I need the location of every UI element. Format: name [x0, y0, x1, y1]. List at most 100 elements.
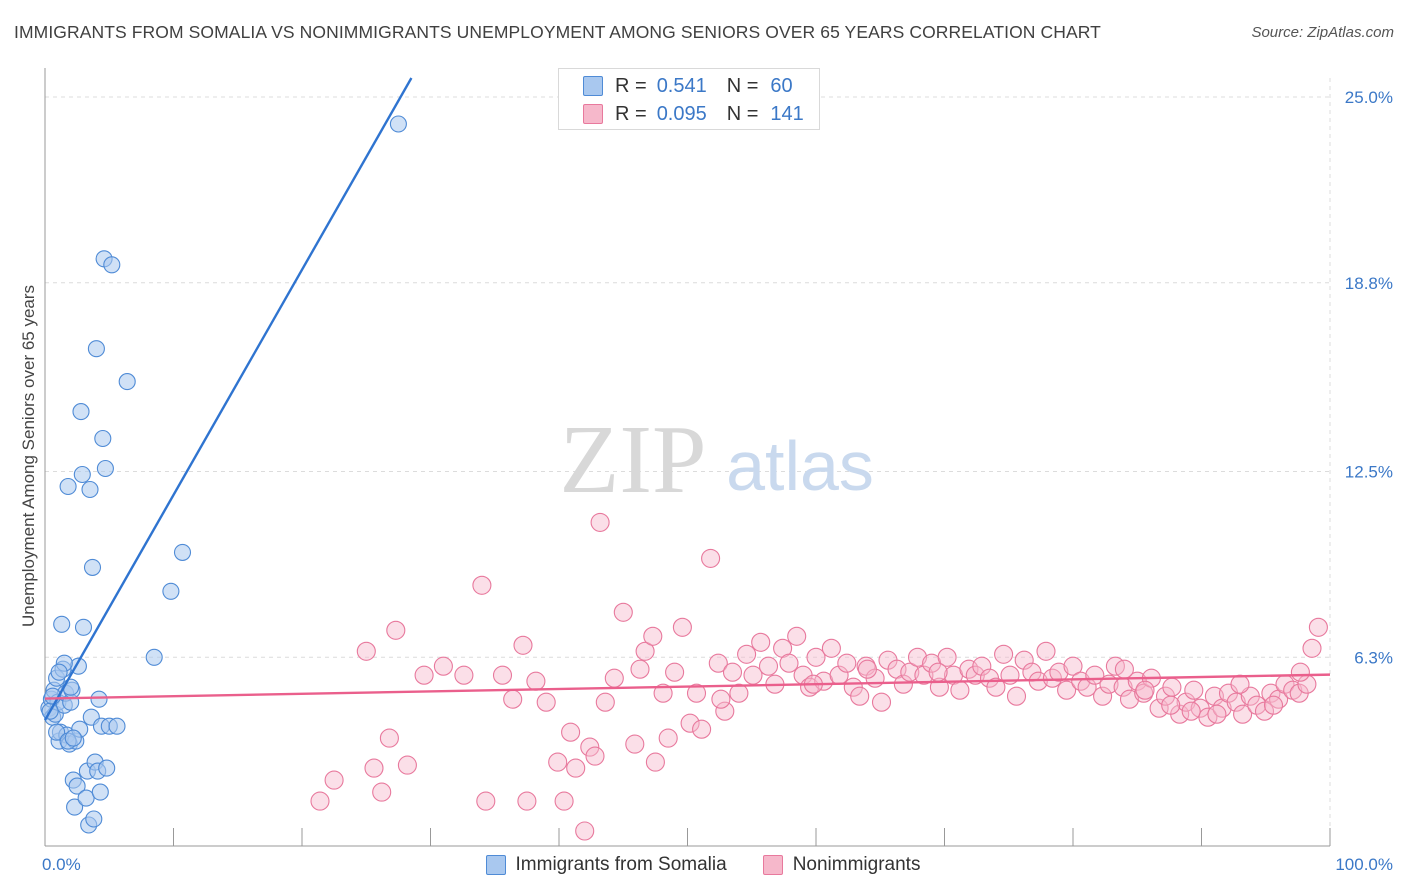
point-nonimmigrant — [937, 647, 957, 667]
r-value: 0.095 — [656, 102, 707, 125]
point-somalia — [53, 615, 71, 633]
pink-swatch-icon — [762, 855, 783, 875]
series-nonimmigrants — [310, 512, 1328, 841]
point-nonimmigrant — [513, 635, 533, 655]
point-nonimmigrant — [1263, 695, 1284, 715]
point-nonimmigrant — [1176, 692, 1196, 712]
point-nonimmigrant — [1063, 656, 1083, 676]
point-somalia — [72, 403, 90, 421]
point-nonimmigrant — [692, 719, 712, 739]
point-nonimmigrant — [871, 692, 892, 712]
point-nonimmigrant — [414, 665, 434, 685]
point-nonimmigrant — [665, 662, 685, 682]
point-nonimmigrant — [686, 683, 707, 703]
point-somalia — [108, 717, 126, 735]
point-nonimmigrant — [907, 647, 928, 667]
point-nonimmigrant — [476, 791, 496, 811]
point-nonimmigrant — [526, 671, 546, 691]
point-nonimmigrant — [386, 620, 406, 640]
point-nonimmigrant — [837, 653, 857, 673]
point-nonimmigrant — [658, 728, 678, 748]
point-somalia — [96, 459, 114, 478]
y-tick-label: 6.3% — [1354, 648, 1393, 667]
point-nonimmigrant — [737, 644, 757, 664]
legend-item-somalia: Immigrants from Somalia — [485, 854, 727, 876]
trend-line-nonimmigrants — [44, 673, 1331, 700]
point-nonimmigrant — [986, 677, 1006, 697]
point-nonimmigrant — [604, 668, 624, 688]
point-nonimmigrant — [590, 512, 610, 532]
point-nonimmigrant — [536, 692, 556, 712]
point-nonimmigrant — [372, 782, 392, 802]
point-nonimmigrant — [972, 656, 992, 676]
point-nonimmigrant — [1049, 662, 1069, 682]
point-nonimmigrant — [472, 575, 492, 595]
point-nonimmigrant — [548, 752, 568, 772]
point-somalia — [87, 340, 105, 358]
point-nonimmigrant — [708, 653, 728, 673]
point-nonimmigrant — [433, 656, 453, 676]
point-nonimmigrant — [1119, 689, 1140, 709]
point-somalia — [68, 777, 86, 795]
point-nonimmigrant — [454, 665, 474, 685]
x-tick-label: 100.0% — [1335, 855, 1393, 874]
y-axis-title: Unemployment Among Seniors over 65 years — [19, 285, 38, 627]
point-somalia — [81, 480, 99, 499]
point-nonimmigrant — [857, 659, 877, 679]
blue-swatch-icon — [583, 76, 603, 96]
point-nonimmigrant — [625, 734, 645, 754]
point-somalia — [64, 729, 82, 747]
point-somalia — [103, 256, 121, 274]
point-nonimmigrant — [950, 680, 970, 700]
series-legend: Immigrants from Somalia Nonimmigrants — [0, 852, 1406, 878]
watermark-atlas: atlas — [726, 427, 874, 505]
point-somalia — [162, 582, 180, 600]
r-value: 0.541 — [656, 74, 707, 97]
point-somalia — [173, 543, 192, 561]
r-label: R = — [615, 102, 647, 125]
point-nonimmigrant — [800, 677, 820, 697]
y-tick-label: 12.5% — [1345, 463, 1393, 482]
point-nonimmigrant — [711, 689, 731, 709]
point-somalia — [94, 429, 112, 448]
y-tick-labels: 6.3% 12.5% 18.8% 25.0% — [1345, 88, 1393, 667]
point-somalia — [98, 759, 116, 777]
point-nonimmigrant — [554, 791, 574, 811]
point-nonimmigrant — [1057, 680, 1077, 700]
point-nonimmigrant — [1261, 683, 1281, 703]
point-somalia — [85, 810, 103, 828]
point-nonimmigrant — [1135, 680, 1155, 700]
point-nonimmigrant — [1233, 704, 1253, 724]
r-label: R = — [615, 74, 647, 97]
point-nonimmigrant — [1006, 686, 1027, 706]
watermark-zip: ZIP — [560, 406, 707, 514]
point-nonimmigrant — [635, 641, 655, 661]
point-nonimmigrant — [1290, 662, 1310, 682]
n-label: N = — [726, 74, 759, 97]
point-somalia — [48, 723, 66, 741]
legend-label: Nonimmigrants — [792, 854, 921, 875]
point-nonimmigrant — [1230, 674, 1250, 694]
point-nonimmigrant — [1036, 641, 1056, 661]
point-nonimmigrant — [893, 674, 913, 694]
point-nonimmigrant — [379, 728, 399, 748]
point-nonimmigrant — [928, 662, 948, 682]
point-nonimmigrant — [722, 662, 743, 682]
point-nonimmigrant — [900, 662, 920, 682]
point-nonimmigrant — [850, 686, 870, 706]
point-nonimmigrant — [310, 791, 330, 811]
point-nonimmigrant — [1207, 704, 1227, 724]
chart-title: IMMIGRANTS FROM SOMALIA VS NONIMMIGRANTS… — [14, 22, 1101, 42]
trend-lines — [43, 77, 1331, 721]
point-nonimmigrant — [806, 647, 826, 667]
point-nonimmigrant — [397, 755, 417, 775]
point-somalia — [90, 690, 108, 708]
point-nonimmigrant — [787, 626, 807, 646]
point-nonimmigrant — [779, 653, 799, 673]
point-somalia — [145, 648, 163, 666]
point-nonimmigrant — [758, 656, 779, 676]
point-nonimmigrant — [324, 770, 344, 790]
point-nonimmigrant — [1161, 695, 1181, 715]
legend-row-somalia: R = 0.541 N = 60 — [583, 72, 793, 100]
